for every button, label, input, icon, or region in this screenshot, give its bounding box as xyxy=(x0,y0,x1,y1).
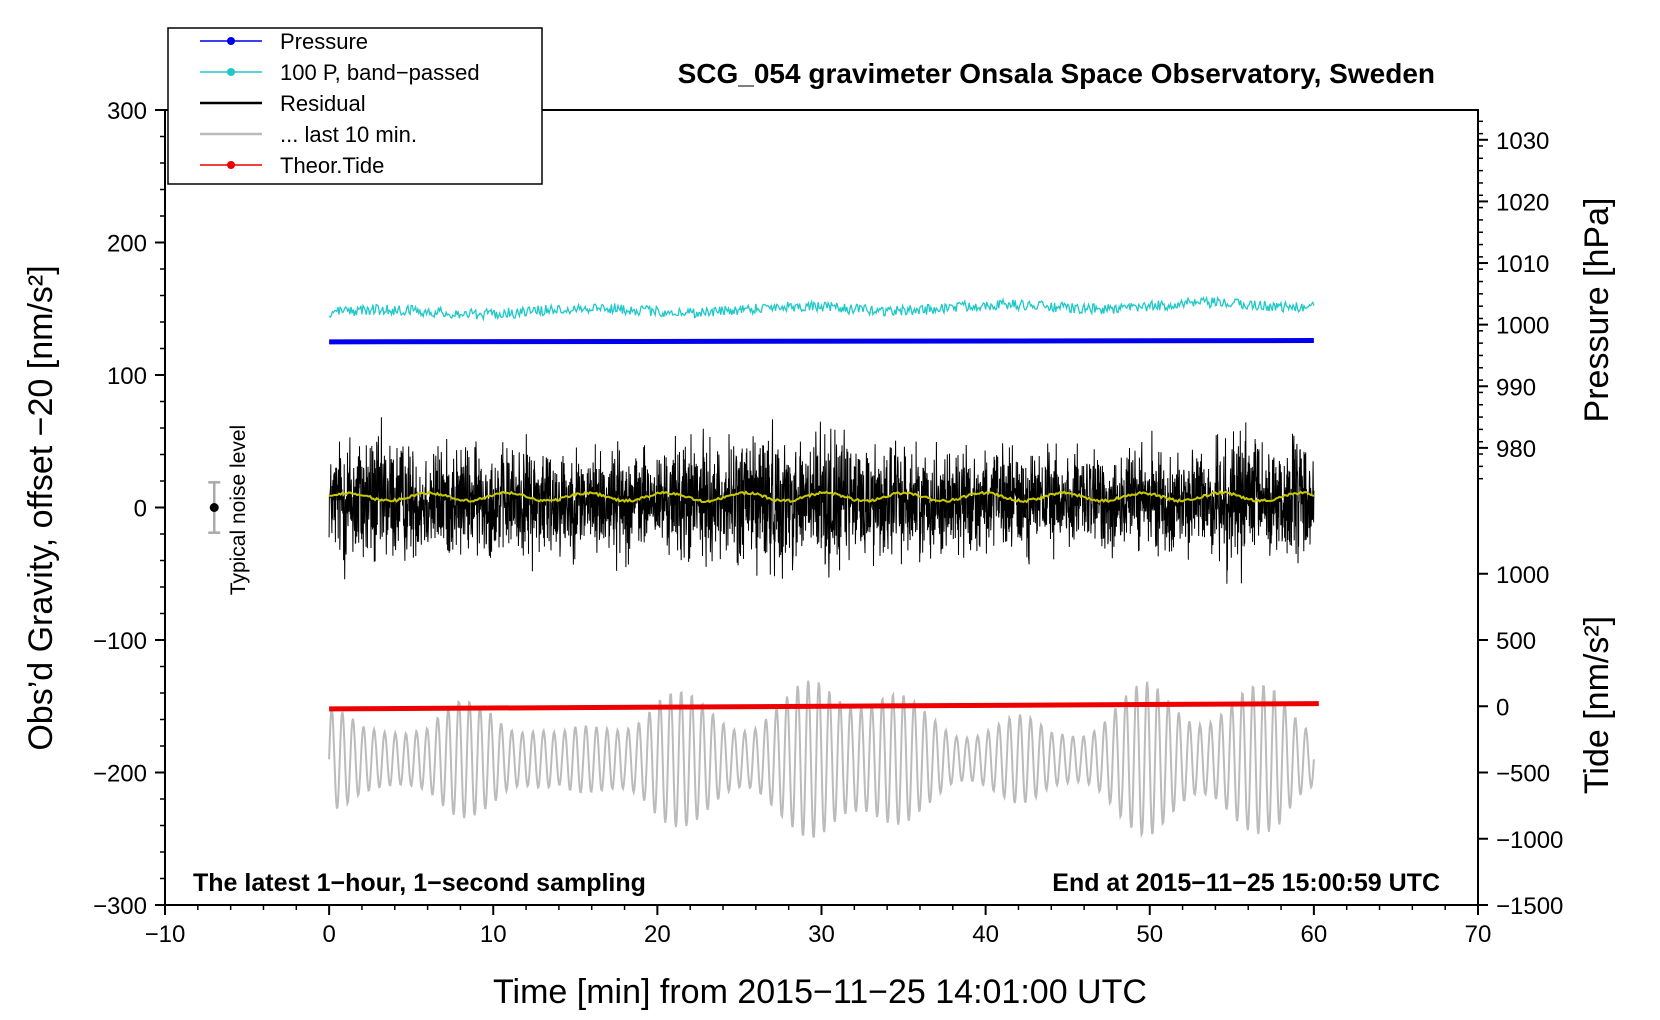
legend-marker xyxy=(227,161,235,169)
y-axis-tide: 1000 500 0 −500 −1000 −1500 xyxy=(1478,562,1563,920)
x-tick-label: 40 xyxy=(972,921,999,948)
legend-label: Pressure xyxy=(280,29,368,54)
y-pressure-tick-label: 990 xyxy=(1496,374,1536,401)
y-left-tick-label: −200 xyxy=(93,761,147,788)
series-layer xyxy=(328,295,1319,839)
legend-box xyxy=(167,27,543,185)
x-axis-title: Time [min] from 2015−11−25 14:01:00 UTC xyxy=(493,973,1147,1011)
y-tide-tick-label: −1000 xyxy=(1496,827,1563,854)
y-axis-tide-title: Tide [nm/s²] xyxy=(1578,616,1616,794)
y-pressure-tick-label: 1020 xyxy=(1496,189,1549,216)
annotation-sampling: The latest 1−hour, 1−second sampling xyxy=(193,869,646,897)
noise-level-indicator xyxy=(208,481,221,534)
series-residual xyxy=(328,417,1315,584)
y-axis-left-title: Obs’d Gravity, offset −20 [nm/s²] xyxy=(22,265,60,750)
legend-label: ... last 10 min. xyxy=(280,122,417,147)
y-tide-tick-label: −1500 xyxy=(1496,893,1563,920)
y-axis-pressure: 1030 1020 1010 1000 990 980 xyxy=(1478,120,1549,480)
x-tick-label: 30 xyxy=(808,921,835,948)
x-tick-label: 20 xyxy=(644,921,671,948)
y-axis-left: 300 200 100 0 −100 −200 −300 xyxy=(93,98,165,920)
y-tide-tick-label: −500 xyxy=(1496,761,1550,788)
x-tick-label: 10 xyxy=(480,921,507,948)
y-left-tick-label: 200 xyxy=(107,231,147,258)
legend-label: Residual xyxy=(280,91,366,116)
y-axis-pressure-title: Pressure [hPa] xyxy=(1578,198,1616,423)
y-pressure-tick-label: 1030 xyxy=(1496,128,1549,155)
series-pressure xyxy=(329,338,1314,345)
y-left-tick-label: 100 xyxy=(107,363,147,390)
y-left-tick-label: 0 xyxy=(134,496,147,523)
y-pressure-tick-label: 1000 xyxy=(1496,313,1549,340)
x-tick-label: 0 xyxy=(322,921,335,948)
series-running-mean xyxy=(328,490,1315,504)
y-left-tick-label: 300 xyxy=(107,98,147,125)
x-tick-label: −10 xyxy=(145,921,186,948)
noise-bar-dot xyxy=(209,503,219,512)
y-pressure-tick-label: 1010 xyxy=(1496,251,1549,278)
y-pressure-tick-label: 980 xyxy=(1496,436,1536,463)
chart-title: SCG_054 gravimeter Onsala Space Observat… xyxy=(678,58,1435,89)
series-theoretical-tide xyxy=(329,701,1319,712)
y-left-tick-label: −300 xyxy=(93,893,147,920)
legend-label: 100 P, band−passed xyxy=(280,60,480,85)
y-tide-tick-label: 1000 xyxy=(1496,562,1549,589)
series-last-10-min xyxy=(328,680,1315,839)
legend-marker xyxy=(227,37,235,45)
legend: Pressure 100 P, band−passed Residual ... la… xyxy=(167,27,543,185)
annotation-end-time: End at 2015−11−25 15:00:59 UTC xyxy=(1052,869,1440,897)
noise-level-label: Typical noise level xyxy=(227,425,250,595)
legend-marker xyxy=(227,68,235,76)
x-axis: −10 0 10 20 30 40 50 60 70 xyxy=(145,905,1492,948)
x-tick-label: 60 xyxy=(1301,921,1328,948)
legend-label: Theor.Tide xyxy=(280,153,384,178)
y-left-tick-label: −100 xyxy=(93,628,147,655)
x-tick-label: 70 xyxy=(1465,921,1492,948)
series-100p-band-passed xyxy=(328,295,1315,322)
y-tide-tick-label: 0 xyxy=(1496,694,1509,721)
x-tick-label: 50 xyxy=(1136,921,1163,948)
y-tide-tick-label: 500 xyxy=(1496,628,1536,655)
